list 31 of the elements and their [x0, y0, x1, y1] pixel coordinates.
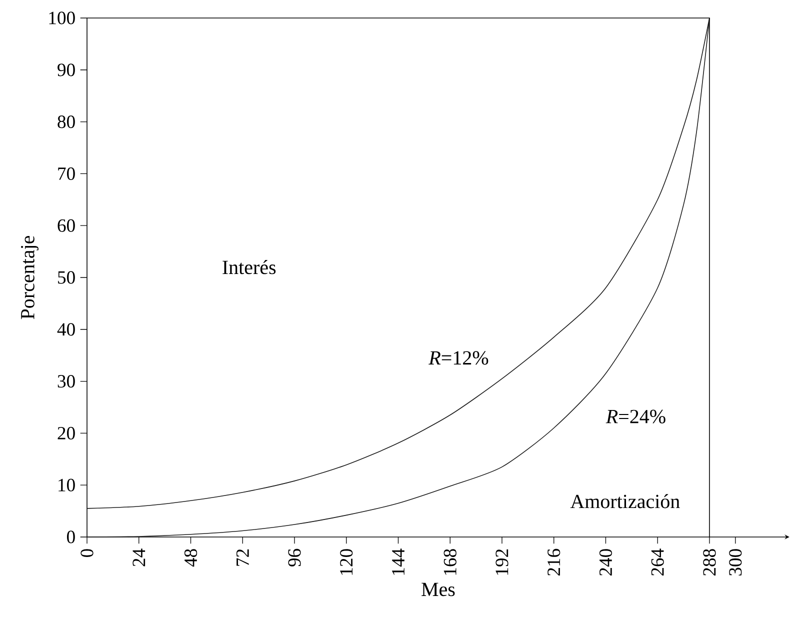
x-tick-label: 240	[599, 549, 612, 576]
x-tick-label: 168	[444, 549, 456, 575]
y-tick-label: 90	[58, 64, 75, 76]
y-tick-label: 20	[58, 426, 75, 440]
x-tick-label: 72	[236, 549, 249, 566]
annotation: R=12%	[428, 351, 488, 365]
x-axis-title: Mes	[422, 582, 455, 596]
y-tick-label: 70	[58, 167, 75, 180]
x-tick-label: 288	[703, 549, 716, 576]
y-tick-label: 10	[58, 478, 75, 492]
x-tick-label: 192	[496, 549, 508, 575]
x-tick-label: 216	[548, 548, 560, 576]
y-tick-label: 0	[67, 530, 75, 544]
x-tick-label: 300	[729, 549, 742, 576]
annotation: R=24%	[606, 410, 666, 424]
y-tick-label: 80	[58, 115, 75, 128]
x-tick-label: 0	[80, 549, 94, 557]
y-tick-label: 60	[58, 219, 75, 232]
y-tick-label: 50	[58, 271, 75, 284]
y-tick-label: 40	[57, 323, 75, 336]
x-tick-label: 96	[288, 548, 301, 566]
x-tick-label: 24	[132, 548, 146, 566]
x-tick-label: 144	[392, 548, 404, 575]
y-tick-label: 30	[58, 374, 75, 388]
annotation: Amortización	[570, 494, 680, 508]
x-tick-label: 48	[184, 549, 198, 567]
x-tick-label: 264	[651, 548, 664, 576]
y-tick-label: 100	[49, 12, 75, 24]
x-tick-label: 120	[340, 549, 353, 575]
annotation: Interés	[222, 260, 276, 274]
y-axis-title: Porcentaje	[20, 236, 38, 320]
